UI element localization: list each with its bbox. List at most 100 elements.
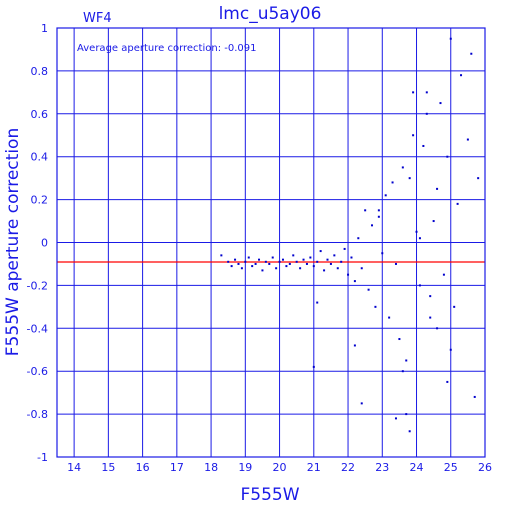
- y-tick-label: -0.2: [27, 279, 48, 292]
- data-point: [343, 247, 346, 250]
- data-point: [391, 181, 394, 184]
- data-point: [425, 91, 428, 94]
- data-point: [329, 262, 332, 265]
- y-tick-label: 0.8: [31, 65, 49, 78]
- data-point: [436, 187, 439, 190]
- data-point: [230, 265, 233, 268]
- data-point: [350, 256, 353, 259]
- data-point: [251, 265, 254, 268]
- data-point: [278, 260, 281, 263]
- data-point: [268, 262, 271, 265]
- data-point: [316, 301, 319, 304]
- data-point: [319, 250, 322, 253]
- data-point: [326, 258, 329, 261]
- data-point: [316, 260, 319, 263]
- data-point: [360, 267, 363, 270]
- data-point: [394, 417, 397, 420]
- data-point: [412, 134, 415, 137]
- data-point: [237, 262, 240, 265]
- x-tick-label: 18: [204, 461, 218, 474]
- tick-labels: 14 15 16 17 18 19 20 21 22 23 24 25 26 -1 -0.8 -0.6 -0.4…: [27, 22, 492, 474]
- data-point: [220, 254, 223, 257]
- data-point: [446, 380, 449, 383]
- data-point: [371, 224, 374, 227]
- data-point: [281, 258, 284, 261]
- data-point: [405, 413, 408, 416]
- data-point: [364, 209, 367, 212]
- x-tick-label: 23: [375, 461, 389, 474]
- data-point: [360, 402, 363, 405]
- data-point: [271, 256, 274, 259]
- x-tick-label: 14: [67, 461, 81, 474]
- data-point: [288, 262, 291, 265]
- y-tick-label: 1: [41, 22, 48, 35]
- y-tick-label: 0.6: [31, 108, 49, 121]
- data-point: [309, 256, 312, 259]
- data-point: [439, 102, 442, 105]
- data-point: [394, 262, 397, 265]
- points-layer: [220, 37, 480, 433]
- y-tick-label: 0.2: [31, 194, 49, 207]
- x-tick-label: 26: [478, 461, 492, 474]
- data-point: [323, 269, 326, 272]
- y-tick-label: -1: [37, 451, 48, 464]
- data-point: [384, 194, 387, 197]
- data-point: [436, 327, 439, 330]
- data-point: [377, 209, 380, 212]
- data-point: [415, 230, 418, 233]
- data-point: [377, 215, 380, 218]
- data-point: [456, 202, 459, 205]
- data-point: [353, 344, 356, 347]
- data-point: [244, 260, 247, 263]
- data-point: [353, 280, 356, 283]
- data-point: [477, 177, 480, 180]
- data-point: [336, 267, 339, 270]
- x-tick-label: 22: [341, 461, 355, 474]
- data-point: [295, 260, 298, 263]
- data-point: [285, 265, 288, 268]
- data-point: [381, 252, 384, 255]
- y-tick-label: 0: [41, 237, 48, 250]
- data-point: [347, 273, 350, 276]
- average-annotation: Average aperture correction: -0.091: [77, 43, 257, 54]
- data-point: [432, 220, 435, 223]
- plot-frame: [56, 27, 486, 458]
- data-point: [470, 52, 473, 55]
- data-point: [305, 262, 308, 265]
- data-point: [405, 359, 408, 362]
- data-point: [275, 267, 278, 270]
- data-point: [422, 144, 425, 147]
- data-point: [312, 365, 315, 368]
- data-point: [264, 260, 267, 263]
- data-point: [234, 258, 237, 261]
- chart-title: lmc_u5ay06: [219, 4, 322, 24]
- x-tick-label: 15: [101, 461, 115, 474]
- x-tick-label: 20: [273, 461, 287, 474]
- data-point: [258, 258, 261, 261]
- data-point: [333, 254, 336, 257]
- data-point: [247, 256, 250, 259]
- y-tick-label: -0.8: [27, 408, 48, 421]
- data-point: [449, 37, 452, 40]
- data-point: [429, 295, 432, 298]
- data-point: [442, 273, 445, 276]
- data-point: [254, 262, 257, 265]
- data-point: [401, 166, 404, 169]
- x-tick-label: 17: [170, 461, 184, 474]
- data-point: [412, 91, 415, 94]
- data-point: [408, 177, 411, 180]
- chip-label: WF4: [83, 11, 112, 26]
- data-point: [299, 267, 302, 270]
- data-point: [302, 258, 305, 261]
- y-tick-label: -0.4: [27, 322, 48, 335]
- data-point: [473, 395, 476, 398]
- data-point: [388, 316, 391, 319]
- data-point: [357, 237, 360, 240]
- x-tick-label: 21: [307, 461, 321, 474]
- data-point: [449, 348, 452, 351]
- grid: [57, 28, 485, 457]
- y-axis-label: F555W aperture correction: [3, 128, 23, 356]
- x-tick-label: 16: [136, 461, 150, 474]
- x-tick-label: 24: [410, 461, 424, 474]
